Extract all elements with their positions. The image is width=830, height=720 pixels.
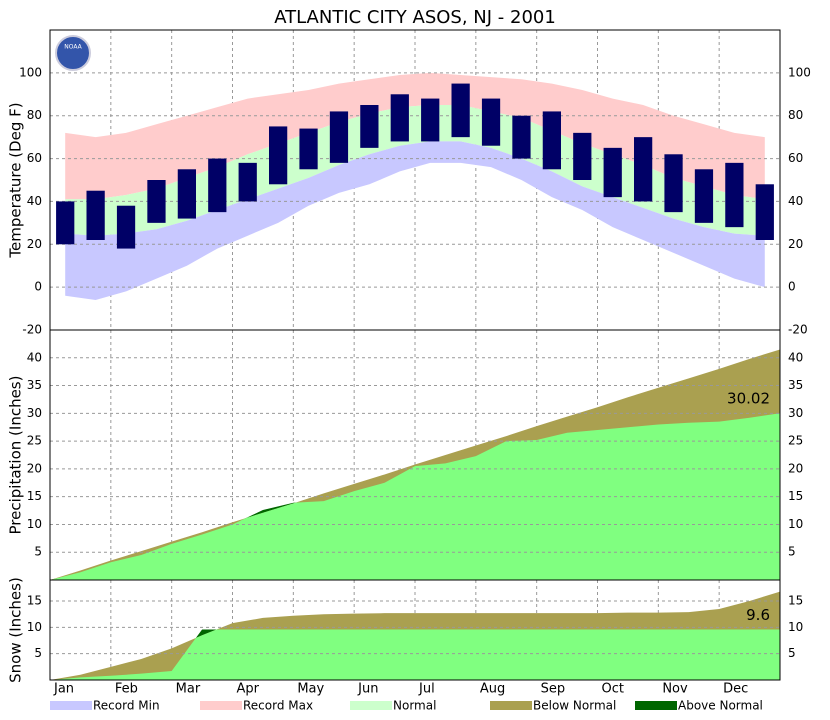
legend-swatch bbox=[50, 701, 92, 710]
y-tick-label: 5 bbox=[34, 545, 42, 559]
observed-bar bbox=[755, 184, 774, 240]
y-tick-label: 35 bbox=[27, 378, 42, 392]
observed-bar bbox=[603, 147, 622, 198]
observed-bar bbox=[238, 162, 257, 202]
legend-label: Record Max bbox=[243, 699, 313, 713]
y-tick-label: 80 bbox=[27, 108, 42, 122]
y-tick-label: 60 bbox=[27, 151, 42, 165]
observed-bar bbox=[451, 83, 470, 138]
legend-label: Record Min bbox=[93, 699, 160, 713]
y-tick-label: 100 bbox=[19, 65, 42, 79]
y-tick-label-right: 5 bbox=[788, 545, 796, 559]
y-tick-label: 15 bbox=[27, 489, 42, 503]
observed-area bbox=[50, 413, 780, 580]
legend-label: Above Normal bbox=[678, 699, 763, 713]
y-tick-label: 25 bbox=[27, 434, 42, 448]
y-tick-label-right: 30 bbox=[788, 406, 803, 420]
y-tick-label-right: 0 bbox=[788, 280, 796, 294]
chart-title: ATLANTIC CITY ASOS, NJ - 2001 bbox=[274, 7, 556, 28]
panel-frame bbox=[49, 579, 781, 681]
y-axis-label: Temperature (Deg F) bbox=[7, 102, 25, 258]
y-tick-label-right: 20 bbox=[788, 461, 803, 475]
y-tick-label-right: 40 bbox=[788, 350, 803, 364]
x-tick-label: Aug bbox=[480, 682, 505, 697]
observed-bar bbox=[116, 205, 136, 249]
record-max-band bbox=[65, 72, 765, 200]
y-tick-label: 40 bbox=[27, 350, 42, 364]
x-tick-label: Mar bbox=[176, 682, 201, 697]
y-axis-label: Snow (Inches) bbox=[7, 577, 25, 683]
observed-bar bbox=[421, 98, 440, 142]
y-tick-label-right: 5 bbox=[788, 646, 796, 660]
y-tick-label: 20 bbox=[27, 237, 42, 251]
legend-label: Below Normal bbox=[533, 699, 616, 713]
y-tick-label-right: 60 bbox=[788, 151, 803, 165]
observed-bar bbox=[390, 94, 409, 142]
observed-bar bbox=[86, 190, 105, 240]
legend-swatch bbox=[200, 701, 242, 710]
y-tick-label: -20 bbox=[22, 323, 42, 337]
y-tick-label: 30 bbox=[27, 406, 42, 420]
y-tick-label: 10 bbox=[27, 517, 42, 531]
y-tick-label-right: 40 bbox=[788, 194, 803, 208]
y-tick-label-right: 10 bbox=[788, 620, 803, 634]
y-tick-label: 0 bbox=[34, 280, 42, 294]
y-tick-label-right: -20 bbox=[788, 323, 808, 337]
y-tick-label: 15 bbox=[27, 594, 42, 608]
observed-bar bbox=[208, 158, 227, 213]
x-tick-label: Oct bbox=[602, 682, 624, 697]
x-tick-label: Nov bbox=[662, 682, 688, 697]
x-tick-label: Jul bbox=[418, 682, 435, 697]
observed-bar bbox=[634, 137, 653, 202]
legend-swatch bbox=[635, 701, 677, 710]
observed-bar bbox=[725, 162, 744, 228]
y-tick-label-right: 15 bbox=[788, 489, 803, 503]
legend-swatch bbox=[350, 701, 392, 710]
observed-bar bbox=[147, 180, 166, 223]
x-tick-label: Apr bbox=[237, 682, 260, 697]
y-tick-label-right: 80 bbox=[788, 108, 803, 122]
observed-area bbox=[50, 629, 780, 680]
observed-bar bbox=[694, 169, 714, 223]
y-tick-label-right: 35 bbox=[788, 378, 803, 392]
y-tick-label-right: 20 bbox=[788, 237, 803, 251]
observed-bar bbox=[481, 98, 501, 146]
y-tick-label-right: 15 bbox=[788, 594, 803, 608]
annotation: 9.6 bbox=[746, 606, 770, 624]
y-tick-label-right: 25 bbox=[788, 434, 803, 448]
y-tick-label: 20 bbox=[27, 461, 42, 475]
observed-bar bbox=[360, 105, 379, 148]
y-tick-label-right: 100 bbox=[788, 65, 811, 79]
observed-bar bbox=[329, 111, 349, 163]
y-tick-label: 10 bbox=[27, 620, 42, 634]
observed-bar bbox=[512, 115, 531, 159]
y-tick-label: 40 bbox=[27, 194, 42, 208]
observed-bar bbox=[56, 201, 75, 245]
observed-bar bbox=[573, 132, 592, 180]
observed-bar bbox=[177, 169, 196, 219]
x-tick-label: Jan bbox=[53, 682, 74, 697]
observed-bar bbox=[664, 154, 683, 213]
legend-swatch bbox=[490, 701, 532, 710]
x-tick-label: Sep bbox=[541, 682, 566, 697]
y-tick-label-right: 10 bbox=[788, 517, 803, 531]
observed-bar bbox=[542, 111, 561, 170]
y-tick-label: 5 bbox=[34, 646, 42, 660]
y-axis-label: Precipitation (Inches) bbox=[7, 376, 25, 535]
annotation: 30.02 bbox=[727, 390, 770, 408]
x-tick-label: Dec bbox=[723, 682, 748, 697]
logo bbox=[55, 35, 91, 71]
observed-bar bbox=[269, 126, 288, 185]
x-tick-label: Jun bbox=[357, 682, 378, 697]
legend-label: Normal bbox=[393, 699, 436, 713]
observed-bar bbox=[299, 128, 318, 170]
x-tick-label: May bbox=[297, 682, 324, 697]
record-min-band bbox=[65, 141, 765, 300]
logo-text: NOAA bbox=[64, 44, 82, 51]
x-tick-label: Feb bbox=[115, 682, 138, 697]
